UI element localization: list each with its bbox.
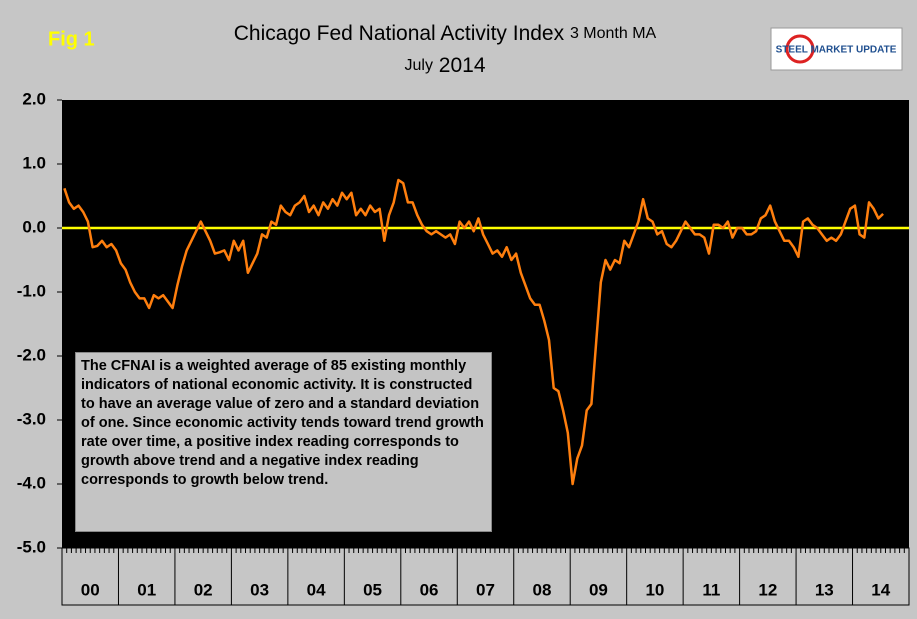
x-tick-label: 11 xyxy=(702,580,720,599)
annotation: The CFNAI is a weighted average of 85 ex… xyxy=(75,352,492,532)
y-tick-label: 2.0 xyxy=(22,89,46,108)
title-suffix: 3 Month MA xyxy=(570,25,657,42)
y-tick-label: -1.0 xyxy=(17,281,46,300)
chart-title: Chicago Fed National Activity Index 3 Mo… xyxy=(234,22,657,45)
y-tick-label: 1.0 xyxy=(22,153,46,172)
figure-label: Fig 1 xyxy=(48,28,95,50)
y-tick-label: -4.0 xyxy=(17,473,46,492)
x-tick-label: 13 xyxy=(815,580,834,599)
x-tick-label: 06 xyxy=(420,580,439,599)
subtitle: July 2014 xyxy=(404,54,485,77)
series-line xyxy=(63,178,884,486)
x-tick-label: 10 xyxy=(645,580,664,599)
x-tick-label: 05 xyxy=(363,580,382,599)
x-tick-label: 04 xyxy=(307,580,326,599)
x-tick-label: 00 xyxy=(81,580,100,599)
logo-box xyxy=(770,27,903,71)
y-tick-label: -3.0 xyxy=(17,409,46,428)
x-tick-label: 09 xyxy=(589,580,608,599)
y-tick-label: 0.0 xyxy=(22,217,46,236)
logo: STEEL MARKET UPDATE xyxy=(776,45,897,56)
y-tick-label: -5.0 xyxy=(17,537,46,556)
subtitle-year: 2014 xyxy=(439,54,486,77)
x-tick-label: 03 xyxy=(250,580,269,599)
logo-swoosh xyxy=(785,34,815,64)
x-tick-label: 07 xyxy=(476,580,495,599)
x-tick-label: 02 xyxy=(194,580,213,599)
x-tick-label: 12 xyxy=(758,580,777,599)
x-tick-label: 01 xyxy=(137,580,156,599)
title-main: Chicago Fed National Activity Index xyxy=(234,22,565,45)
x-tick-label: 08 xyxy=(533,580,552,599)
y-tick-label: -2.0 xyxy=(17,345,46,364)
x-tick-label: 14 xyxy=(871,580,890,599)
x-axis-band xyxy=(61,547,910,606)
subtitle-month: July xyxy=(404,57,432,74)
